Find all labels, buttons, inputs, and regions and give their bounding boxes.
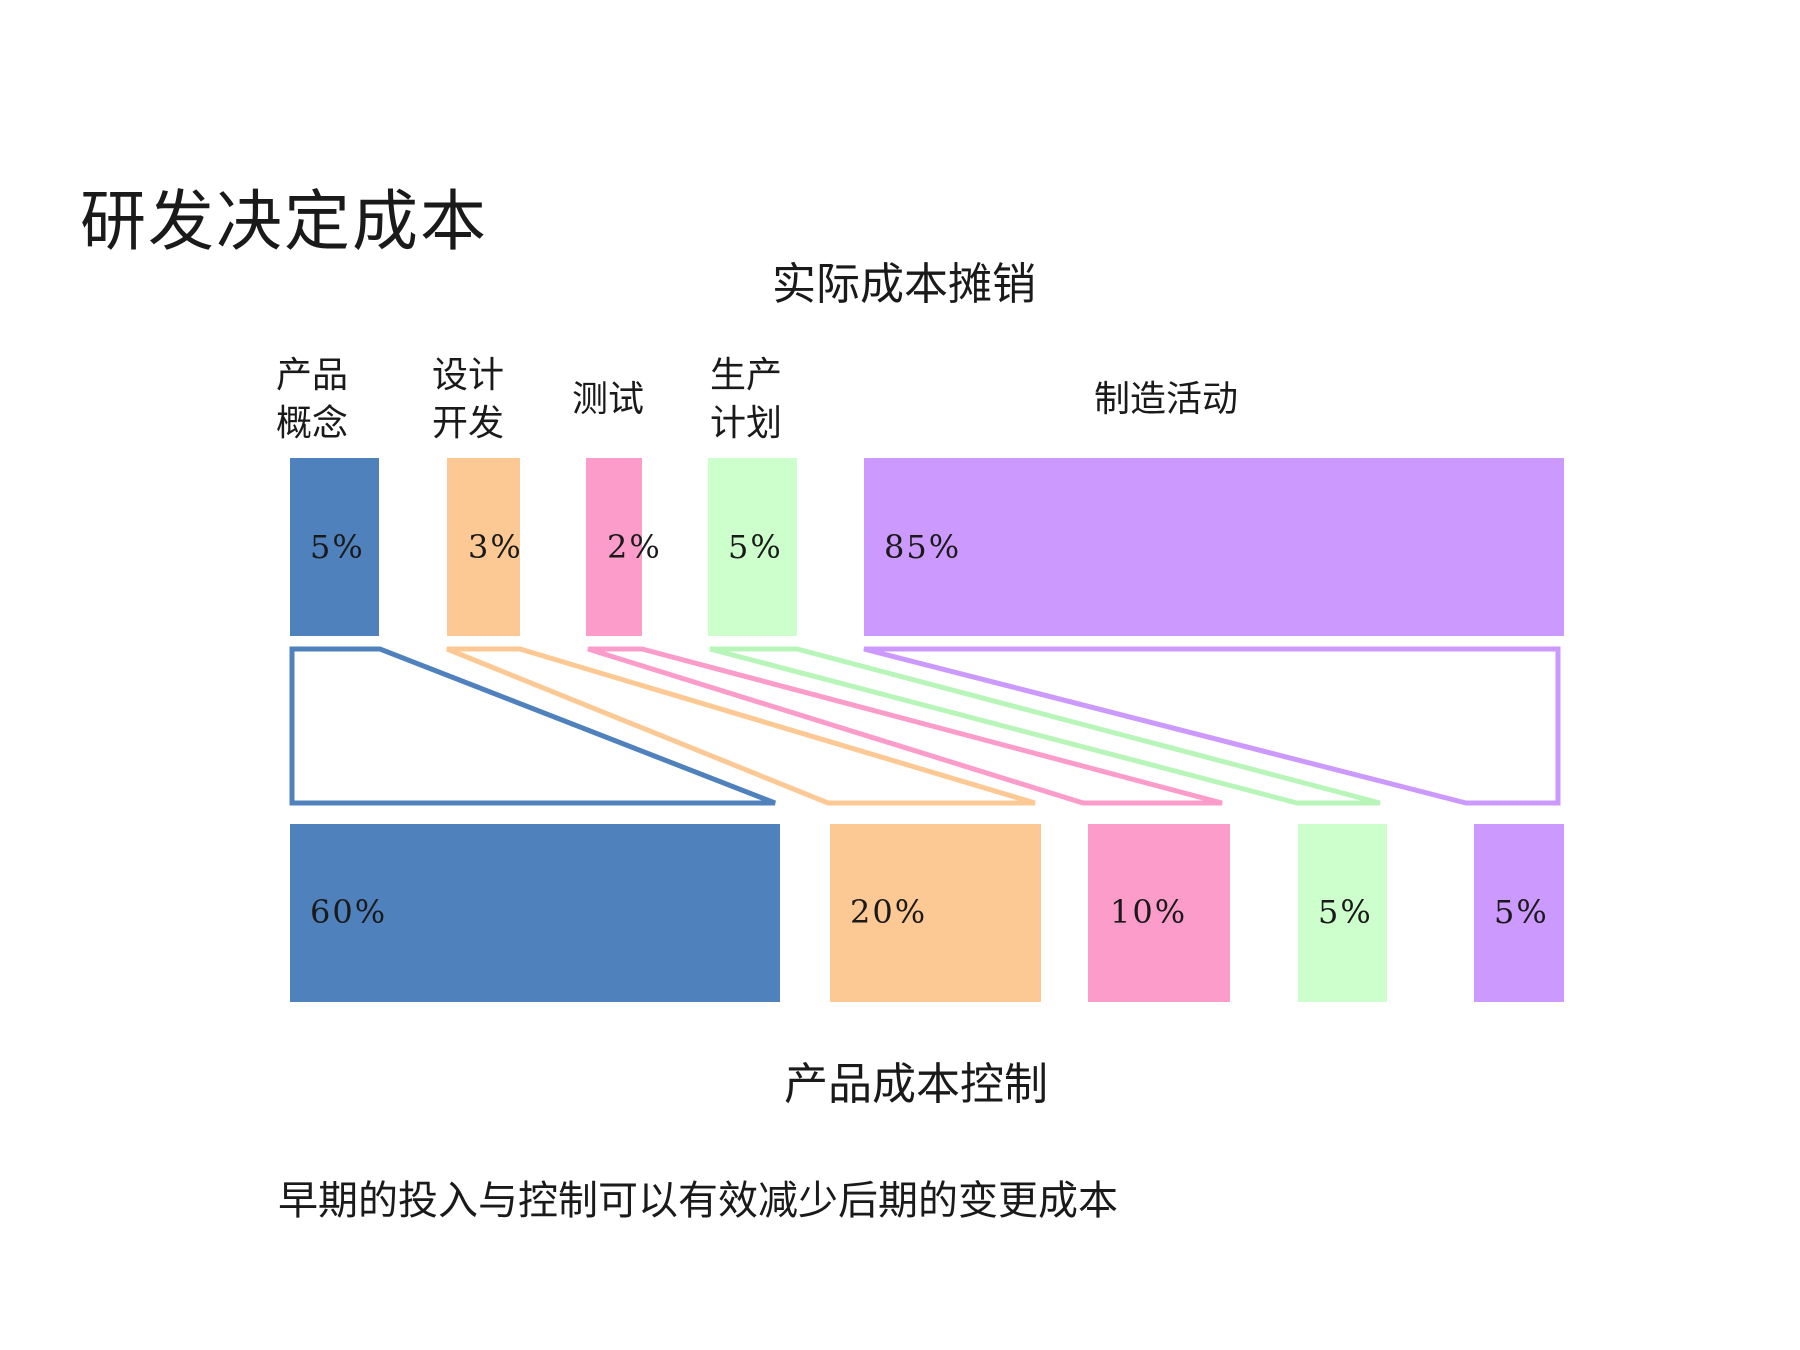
actual-value-design: 3% bbox=[468, 528, 523, 566]
stage-label-design: 设计 开发 bbox=[432, 355, 505, 444]
summary-note: 早期的投入与控制可以有效减少后期的变更成本 bbox=[278, 1178, 1118, 1224]
stage-label-concept: 产品 概念 bbox=[276, 355, 349, 444]
connector-manufacturing bbox=[863, 646, 1561, 806]
actual-value-test: 2% bbox=[607, 528, 662, 566]
control-value-manufacturing: 5% bbox=[1494, 893, 1549, 931]
connector-production-plan bbox=[709, 646, 1381, 806]
actual-value-concept: 5% bbox=[310, 528, 365, 566]
connector-test bbox=[587, 646, 1223, 806]
actual-bar-manufacturing bbox=[864, 458, 1564, 636]
actual-value-manufacturing: 85% bbox=[884, 528, 962, 566]
actual-bar-test bbox=[586, 458, 642, 636]
control-bar-test bbox=[1088, 824, 1230, 1002]
control-bar-design bbox=[830, 824, 1041, 1002]
control-value-test: 10% bbox=[1110, 893, 1188, 931]
stage-label-manufacturing: 制造活动 bbox=[1094, 379, 1239, 420]
actual-bar-production-plan bbox=[708, 458, 797, 636]
actual-value-production-plan: 5% bbox=[728, 528, 783, 566]
control-bar-manufacturing bbox=[1474, 824, 1564, 1002]
control-bar-production-plan bbox=[1298, 824, 1387, 1002]
actual-bar-design bbox=[447, 458, 520, 636]
connector-design bbox=[446, 646, 1036, 806]
control-value-design: 20% bbox=[850, 893, 928, 931]
bottom-heading: 产品成本控制 bbox=[784, 1059, 1048, 1110]
stage-label-test: 测试 bbox=[572, 379, 645, 420]
connector-concept bbox=[289, 646, 776, 806]
top-heading: 实际成本摊销 bbox=[772, 259, 1036, 310]
control-bar-concept bbox=[290, 824, 780, 1002]
control-value-production-plan: 5% bbox=[1318, 893, 1373, 931]
actual-bar-concept bbox=[290, 458, 379, 636]
slide-title: 研发决定成本 bbox=[80, 183, 488, 260]
stage-label-production-plan: 生产 计划 bbox=[710, 355, 783, 444]
control-value-concept: 60% bbox=[310, 893, 388, 931]
